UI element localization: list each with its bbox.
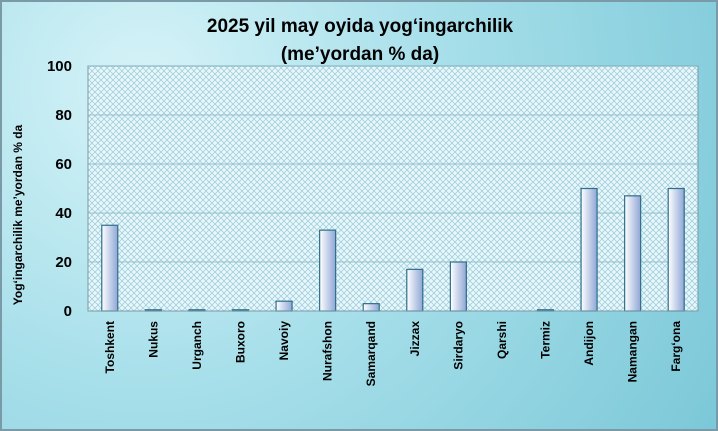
x-tick-label: Jizzax	[408, 321, 422, 357]
bar-sirdaryo	[449, 261, 467, 312]
bar-navoiy	[275, 300, 293, 312]
x-tick-label: Sirdaryo	[451, 321, 465, 370]
y-tick-label: 80	[55, 107, 72, 124]
plot-area	[87, 65, 699, 312]
chart-title: 2025 yil may oyida yog‘ingarchilik	[207, 16, 514, 37]
bar-toshkent	[101, 224, 119, 312]
chart-subtitle: (me’yordan % da)	[281, 44, 439, 65]
x-tick-label: Urganch	[190, 321, 204, 370]
x-tick-label: Termiz	[539, 321, 553, 359]
y-tick-label: 0	[64, 303, 72, 320]
x-tick-label: Navoiy	[277, 321, 291, 361]
bar-andijon	[580, 187, 598, 312]
x-tick-label: Toshkent	[103, 321, 117, 373]
x-tick-label: Nurafshon	[321, 321, 335, 381]
x-tick-label: Samarqand	[364, 321, 378, 386]
y-axis-label: Yog‘ingarchilik me’yordan % da	[11, 124, 25, 305]
bars	[101, 187, 685, 312]
x-tick-label: Andijon	[582, 321, 596, 366]
y-tick-label: 20	[55, 254, 72, 271]
x-tick-label: Buxoro	[234, 321, 248, 363]
bar-jizzax	[406, 268, 424, 312]
x-axis-ticks: Toshkent Nukus Urganch Buxoro Navoiy Nurafsho…	[103, 321, 683, 387]
bar-nurafshon	[319, 229, 337, 312]
x-tick-label: Nukus	[146, 321, 160, 358]
bar-namangan	[624, 195, 642, 312]
bar-samarqand	[362, 303, 380, 312]
y-tick-label: 100	[47, 58, 72, 75]
y-axis-ticks: 0 20 40 60 80 100	[47, 58, 72, 320]
bar-farg-ona	[667, 187, 685, 312]
x-tick-label: Farg‘ona	[669, 321, 683, 372]
y-tick-label: 60	[55, 156, 72, 173]
x-tick-label: Namangan	[626, 321, 640, 382]
x-tick-label: Qarshi	[495, 321, 509, 359]
y-tick-label: 40	[55, 205, 72, 222]
